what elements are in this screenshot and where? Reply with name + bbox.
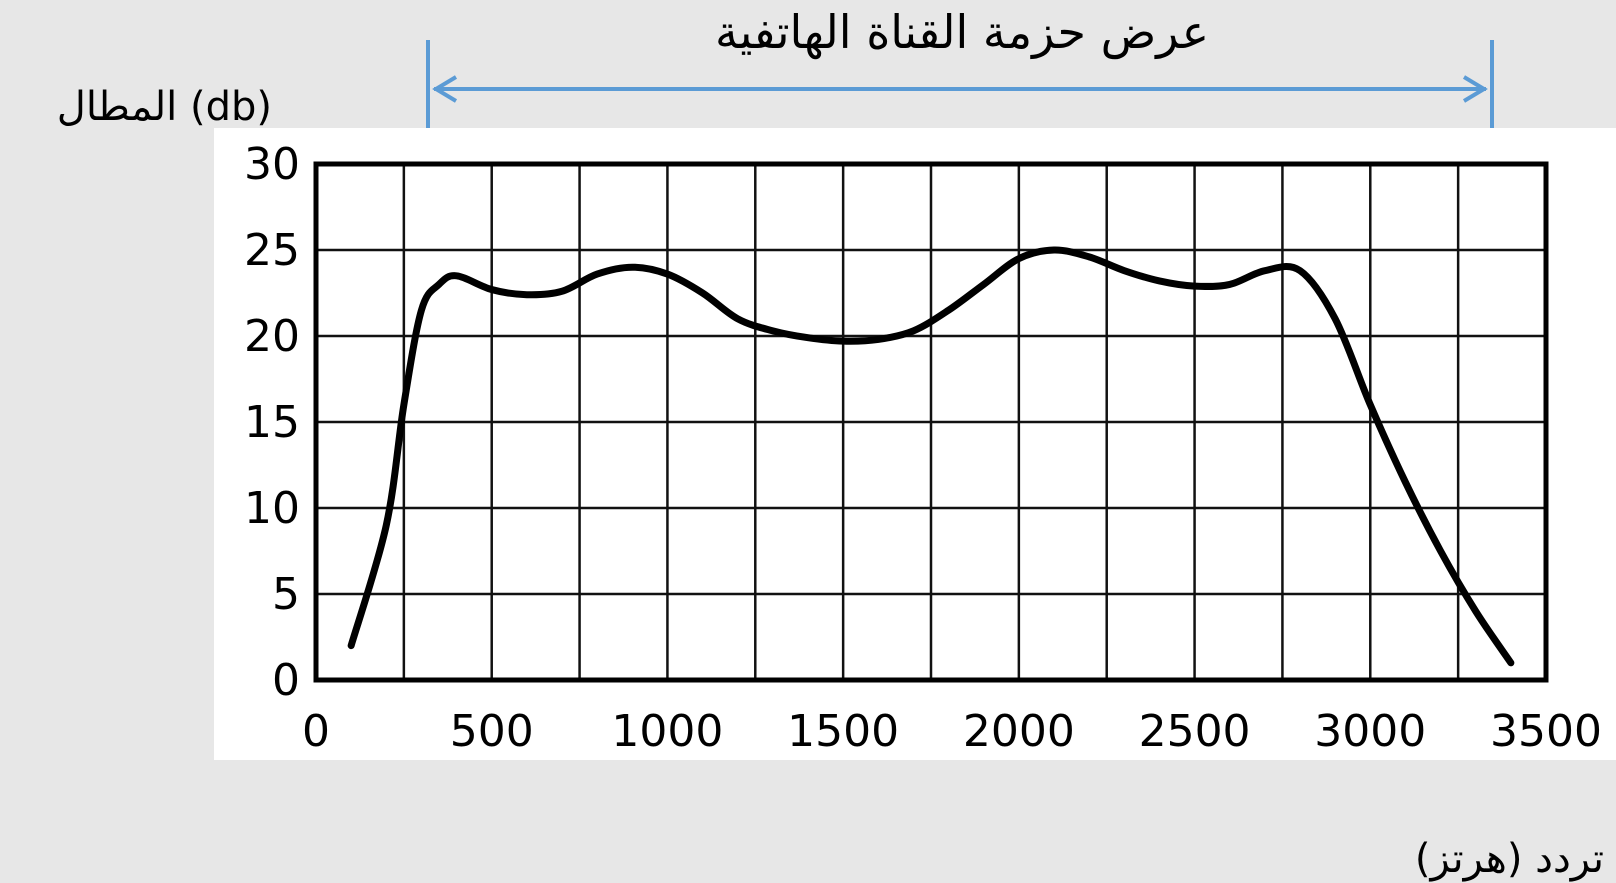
x-tick-label: 1500: [787, 706, 899, 757]
x-tick-label: 2000: [963, 706, 1075, 757]
x-tick-label: 2500: [1139, 706, 1251, 757]
y-tick-label: 0: [272, 655, 300, 706]
y-tick-label: 15: [244, 397, 300, 448]
bandwidth-arrowhead-right: [1462, 75, 1488, 103]
x-axis-label: تردد (هرتز): [1415, 836, 1604, 882]
x-tick-label: 0: [302, 706, 330, 757]
x-tick-label: 1000: [611, 706, 723, 757]
y-tick-label: 10: [244, 483, 300, 534]
x-tick-label: 3500: [1490, 706, 1602, 757]
series-layer: [347, 246, 1515, 667]
plot-background: [214, 128, 1616, 760]
y-tick-label: 5: [272, 569, 300, 620]
y-tick-label: 25: [244, 225, 300, 276]
bandwidth-label: عرض حزمة القناة الهاتفية: [715, 5, 1209, 60]
bandwidth-arrowhead-left: [432, 75, 458, 103]
x-tick-label: 3000: [1314, 706, 1426, 757]
grid: [313, 161, 1549, 683]
series-line: [347, 246, 1515, 667]
bandwidth-annotation: عرض حزمة القناة الهاتفية: [426, 5, 1494, 128]
y-axis-label: المطال (db): [57, 84, 272, 130]
y-tick-label: 30: [244, 139, 300, 190]
x-tick-label: 500: [450, 706, 534, 757]
plot-frame: [313, 161, 1549, 683]
y-tick-label: 20: [244, 311, 300, 362]
axis-ticks: 0 5 10 15 20 25 30 0 500 1000 1500 2000 2500 3000 3500: [244, 139, 1602, 757]
